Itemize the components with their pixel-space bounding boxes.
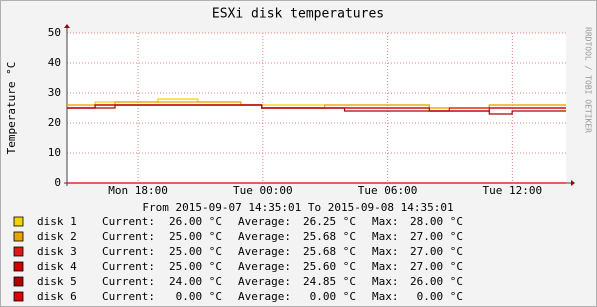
legend-name: disk 1 [37,215,77,228]
legend-name: disk 2 [37,230,77,243]
legend-label: Average: [238,245,291,258]
legend-value: 0.00 °C [176,290,222,303]
legend-value: 26.00 °C [410,275,463,288]
y-tick-label: 0 [54,176,61,189]
legend-value: 25.68 °C [303,230,356,243]
legend-name: disk 4 [37,260,77,273]
y-tick-label: 10 [48,146,61,159]
watermark: RRDTOOL / TOBI OETIKER [584,27,593,133]
axis-arrow [571,180,575,186]
legend-label: Current: [102,260,155,273]
legend-label: Max: [372,260,399,273]
y-tick-label: 50 [48,26,61,39]
legend-swatch [13,276,24,287]
y-tick-label: 20 [48,116,61,129]
legend-label: Average: [238,230,291,243]
legend-value: 25.60 °C [303,260,356,273]
legend-name: disk 6 [37,290,77,303]
y-axis-label: Temperature °C [5,62,18,155]
x-tick-label: Tue 06:00 [358,184,418,197]
legend-value: 24.85 °C [303,275,356,288]
legend-value: 27.00 °C [410,230,463,243]
legend-label: Average: [238,215,291,228]
legend-label: Average: [238,290,291,303]
x-tick-label: Mon 18:00 [108,184,168,197]
legend-swatch [13,246,24,257]
legend-label: Max: [372,275,399,288]
y-tick-label: 40 [48,56,61,69]
legend-label: Average: [238,260,291,273]
legend-value: 25.00 °C [169,245,222,258]
legend-label: Average: [238,275,291,288]
legend-label: Max: [372,230,399,243]
x-tick-label: Tue 12:00 [483,184,543,197]
legend-swatch [13,291,24,302]
legend-value: 27.00 °C [410,245,463,258]
chart-title: ESXi disk temperatures [212,7,384,22]
legend-value: 24.00 °C [169,275,222,288]
legend-value: 25.68 °C [303,245,356,258]
series-line [67,104,566,115]
legend-swatch [13,216,24,227]
legend-label: Max: [372,245,399,258]
legend-value: 27.00 °C [410,260,463,273]
x-tick-label: Tue 00:00 [233,184,293,197]
period: From 2015-09-07 14:35:01 To 2015-09-08 1… [142,201,453,214]
legend-label: Max: [372,290,399,303]
legend-label: Max: [372,215,399,228]
legend-swatch [13,261,24,272]
legend-value: 26.25 °C [303,215,356,228]
legend-label: Current: [102,215,155,228]
legend-swatch [13,231,24,242]
legend-label: Current: [102,290,155,303]
legend-name: disk 3 [37,245,77,258]
legend-value: 0.00 °C [310,290,356,303]
axis-arrow [64,24,70,28]
legend-value: 25.00 °C [169,260,222,273]
y-tick-label: 30 [48,86,61,99]
legend-label: Current: [102,230,155,243]
legend-value: 28.00 °C [410,215,463,228]
legend-value: 25.00 °C [169,230,222,243]
legend-label: Current: [102,275,155,288]
legend-label: Current: [102,245,155,258]
legend-value: 26.00 °C [169,215,222,228]
legend-name: disk 5 [37,275,77,288]
legend-value: 0.00 °C [417,290,463,303]
